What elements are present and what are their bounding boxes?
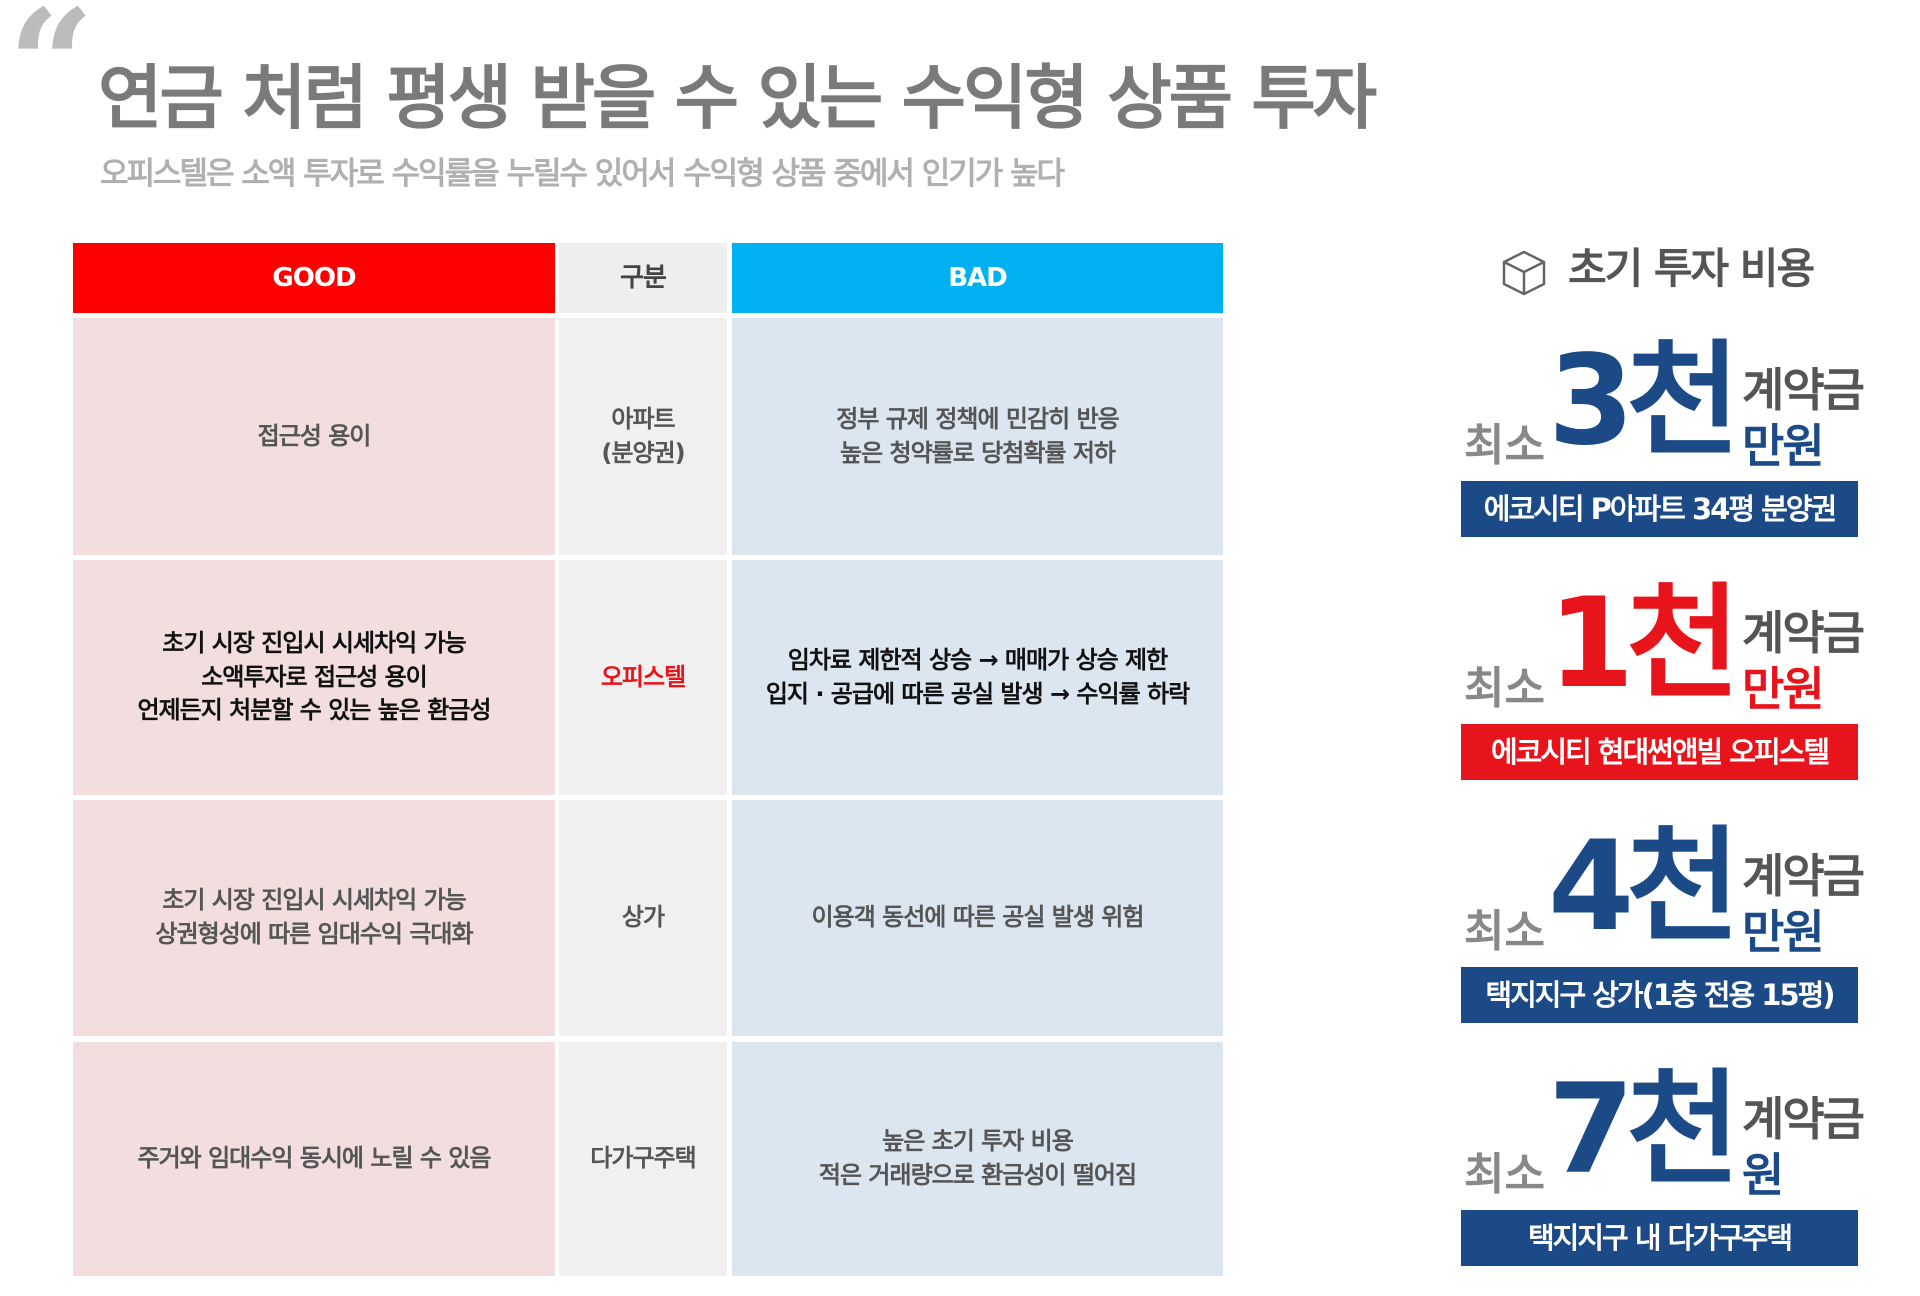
header-cell: BAD <box>732 243 1223 313</box>
cell-line: 상권형성에 따른 임대수익 극대화 <box>155 920 473 948</box>
cell-line: 초기 시장 진입시 시세차익 가능 <box>162 886 466 915</box>
unit-bottom: 만원 <box>1742 905 1825 959</box>
cell-line: (분양권) <box>601 438 685 467</box>
title: 연금 처럼 평생 받을 수 있는 수익형 상품 투자 <box>98 57 1377 139</box>
amount: 4천 <box>1548 815 1740 959</box>
label: 택지지구 상가(1층 전용 15평) <box>1485 977 1835 1012</box>
label: 택지지구 내 다가구주택 <box>1528 1220 1793 1255</box>
cell-line: 상가 <box>621 903 665 932</box>
cell-line: 적은 거래량으로 환금성이 떨어짐 <box>818 1161 1137 1189</box>
label-box: 택지지구 상가(1층 전용 15평) <box>1461 967 1858 1023</box>
cell-line: 언제든지 처분할 수 있는 높은 환금성 <box>137 696 492 725</box>
unit-bottom: 만원 <box>1742 419 1825 473</box>
cell-line: 입지 · 공급에 따른 공실 발생 → 수익률 하락 <box>765 679 1190 708</box>
prefix: 최소 <box>1464 420 1545 471</box>
header-cell: GOOD <box>73 243 555 313</box>
unit-top: 계약금 <box>1742 849 1865 903</box>
unit-top: 계약금 <box>1742 363 1865 417</box>
unit-bottom: 원 <box>1742 1148 1784 1202</box>
label-box: 에코시티 현대썬앤빌 오피스텔 <box>1461 724 1858 780</box>
prefix: 최소 <box>1464 1149 1545 1200</box>
prefix: 최소 <box>1464 663 1545 714</box>
cell-line: 다가구주택 <box>590 1144 696 1173</box>
cell-line: 임차료 제한적 상승 → 매매가 상승 제한 <box>787 645 1168 674</box>
unit-bottom: 만원 <box>1742 662 1825 716</box>
label: 에코시티 현대썬앤빌 오피스텔 <box>1490 734 1830 769</box>
cell-line: 주거와 임대수익 동시에 노릴 수 있음 <box>137 1144 492 1173</box>
cell-line: 초기 시장 진입시 시세차익 가능 <box>162 629 466 658</box>
label: 에코시티 P아파트 34평 분양권 <box>1483 491 1837 526</box>
header-cell: 구분 <box>559 243 727 313</box>
subtitle: 오피스텔은 소액 투자로 수익률을 누릴수 있어서 수익형 상품 중에서 인기가… <box>100 156 1065 192</box>
cell-line: 소액투자로 접근성 용이 <box>201 662 428 691</box>
table-cell: 이용객 동선에 따른 공실 발생 위험 <box>732 800 1223 1036</box>
cell-line: 높은 청약률로 당첨확률 저하 <box>839 438 1116 467</box>
table-cell: 오피스텔 <box>559 560 727 795</box>
table-cell: 상가 <box>559 800 727 1036</box>
label-box: 택지지구 내 다가구주택 <box>1461 1210 1858 1266</box>
unit-top: 계약금 <box>1742 606 1865 660</box>
cell-line: 이용객 동선에 따른 공실 발생 위험 <box>811 903 1145 932</box>
table-cell: 주거와 임대수익 동시에 노릴 수 있음 <box>73 1042 555 1276</box>
quote-mark: “ <box>8 0 95 153</box>
amount: 7천 <box>1548 1058 1740 1202</box>
amount: 3천 <box>1548 329 1740 473</box>
cell-line: 오피스텔 <box>600 662 686 691</box>
cell-line: 높은 초기 투자 비용 <box>882 1127 1074 1156</box>
cell-line: 접근성 용이 <box>257 421 372 450</box>
unit-top: 계약금 <box>1742 1092 1865 1146</box>
cell-line: 정부 규제 정책에 민감히 반응 <box>836 404 1119 433</box>
cube-icon <box>1502 250 1546 296</box>
side-title: 초기 투자 비용 <box>1568 244 1815 293</box>
table-cell: 접근성 용이 <box>73 318 555 555</box>
amount: 1천 <box>1548 572 1740 716</box>
table-cell: 다가구주택 <box>559 1042 727 1276</box>
prefix: 최소 <box>1464 906 1545 957</box>
cell-line: 아파트 <box>611 404 675 433</box>
label-box: 에코시티 P아파트 34평 분양권 <box>1461 481 1858 537</box>
table-cell: 아파트 (분양권) <box>559 318 727 555</box>
